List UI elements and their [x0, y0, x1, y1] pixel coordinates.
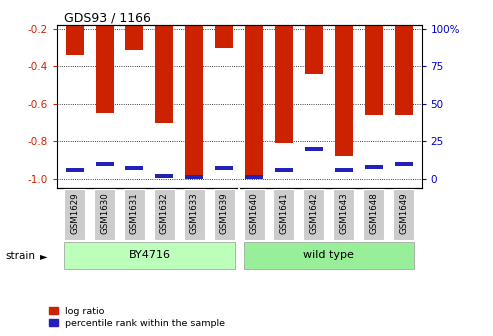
Bar [185, 25, 203, 179]
Text: GSM1630: GSM1630 [100, 192, 109, 234]
FancyBboxPatch shape [64, 189, 85, 240]
FancyBboxPatch shape [274, 189, 294, 240]
Text: GSM1629: GSM1629 [70, 192, 79, 234]
Text: GSM1631: GSM1631 [130, 192, 139, 234]
Text: GSM1641: GSM1641 [280, 192, 288, 234]
FancyBboxPatch shape [244, 242, 414, 269]
Bar [155, 174, 174, 178]
Bar [394, 162, 413, 166]
Bar [275, 25, 293, 143]
Bar [305, 147, 323, 151]
Bar [96, 25, 113, 113]
Bar [126, 166, 143, 170]
Bar [394, 25, 413, 115]
Text: GSM1632: GSM1632 [160, 192, 169, 234]
Text: GSM1643: GSM1643 [339, 192, 348, 234]
Legend: log ratio, percentile rank within the sample: log ratio, percentile rank within the sa… [49, 307, 225, 328]
Text: strain: strain [5, 251, 35, 261]
FancyBboxPatch shape [184, 189, 205, 240]
Text: GSM1640: GSM1640 [249, 192, 258, 234]
Bar [66, 25, 84, 55]
Bar [215, 25, 233, 48]
Text: wild type: wild type [303, 250, 354, 260]
Bar [185, 175, 203, 179]
Bar [66, 168, 84, 172]
Bar [335, 25, 352, 156]
Bar [365, 165, 383, 169]
Bar [215, 166, 233, 170]
Bar [305, 25, 323, 74]
FancyBboxPatch shape [333, 189, 354, 240]
FancyBboxPatch shape [303, 189, 324, 240]
Text: GSM1633: GSM1633 [190, 192, 199, 234]
FancyBboxPatch shape [94, 189, 115, 240]
Text: GDS93 / 1166: GDS93 / 1166 [64, 11, 151, 24]
Bar [245, 25, 263, 179]
Bar [96, 162, 113, 166]
FancyBboxPatch shape [64, 242, 235, 269]
Text: GSM1648: GSM1648 [369, 192, 378, 234]
Text: BY4716: BY4716 [128, 250, 171, 260]
Text: GSM1639: GSM1639 [220, 192, 229, 234]
Bar [126, 25, 143, 49]
FancyBboxPatch shape [244, 189, 265, 240]
Text: GSM1649: GSM1649 [399, 192, 408, 234]
Bar [155, 25, 174, 123]
Bar [275, 168, 293, 172]
FancyBboxPatch shape [154, 189, 175, 240]
FancyBboxPatch shape [393, 189, 414, 240]
FancyBboxPatch shape [363, 189, 384, 240]
FancyBboxPatch shape [124, 189, 145, 240]
Bar [335, 168, 352, 172]
Bar [365, 25, 383, 115]
Text: GSM1642: GSM1642 [310, 192, 318, 234]
Bar [245, 175, 263, 179]
Text: ►: ► [40, 251, 48, 261]
FancyBboxPatch shape [213, 189, 235, 240]
